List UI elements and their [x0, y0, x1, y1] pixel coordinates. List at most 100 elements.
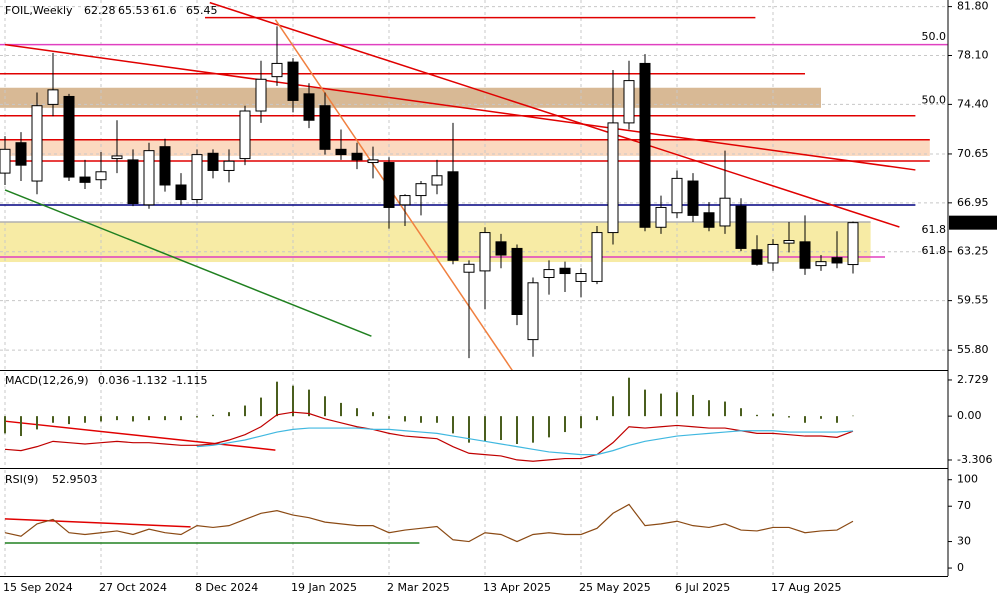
trendline: [4, 518, 191, 528]
fib-label: 50.0: [922, 30, 947, 43]
candle-body: [719, 197, 731, 227]
y-tick-label: 59.55: [957, 294, 989, 307]
candle-body: [623, 80, 635, 124]
candle-body: [383, 162, 395, 208]
candle-body: [847, 222, 859, 266]
candle-body: [463, 263, 475, 273]
y-tick-label: 55.80: [957, 343, 989, 356]
x-tick-label: 15 Sep 2024: [3, 581, 73, 594]
candle-body: [31, 105, 43, 182]
x-tick-label: 2 Mar 2025: [387, 581, 450, 594]
y-tick-label: 74.40: [957, 97, 989, 110]
y-tick-label: 0.00: [957, 409, 982, 422]
candle-body: [479, 232, 491, 272]
open-readout: 62.28: [84, 4, 116, 17]
candle-body: [191, 154, 203, 201]
candle-body: [223, 160, 235, 171]
header: FOIL,Weekly 62.28 65.53 61.6 65.45: [5, 4, 218, 17]
candle-body: [287, 61, 299, 101]
candle-body: [751, 249, 763, 265]
candle-body: [527, 282, 539, 341]
candle-body: [15, 142, 27, 166]
candle-body: [111, 155, 123, 160]
candle-body: [575, 273, 587, 282]
candle-body: [495, 241, 507, 256]
macd-readout: -1.132: [132, 374, 167, 387]
candle-body: [543, 269, 555, 279]
fib-label: 50.0: [922, 93, 947, 106]
macd-readout: -1.115: [172, 374, 207, 387]
x-tick-label: 17 Aug 2025: [771, 581, 841, 594]
candle-body: [783, 240, 795, 244]
y-tick-label: 78.10: [957, 49, 989, 62]
candle-body: [559, 267, 571, 275]
candle-body: [127, 159, 139, 204]
candle-body: [399, 195, 411, 206]
candle-body: [511, 247, 523, 315]
candle-body: [335, 148, 347, 156]
candle-body: [239, 110, 251, 160]
candle-body: [687, 180, 699, 216]
indicator-line: [196, 427, 854, 456]
indicator-line: [4, 503, 854, 543]
trendline: [209, 1, 900, 228]
close-readout: 65.45: [186, 4, 218, 17]
candle-body: [0, 148, 11, 174]
x-tick-label: 6 Jul 2025: [675, 581, 730, 594]
y-tick-label: 81.80: [957, 0, 989, 13]
candle-body: [63, 95, 75, 178]
candle-body: [319, 105, 331, 150]
macd-title: MACD(12,26,9): [5, 374, 89, 387]
macd-header: MACD(12,26,9) 0.036 -1.132 -1.115: [5, 374, 207, 387]
candle-body: [431, 175, 443, 186]
candle-body: [607, 122, 619, 234]
x-tick-label: 27 Oct 2024: [99, 581, 167, 594]
candle-body: [351, 152, 363, 161]
y-tick-label: 100: [957, 473, 978, 486]
indicator-line: [4, 411, 854, 462]
x-tick-label: 25 May 2025: [579, 581, 651, 594]
price-box: [949, 215, 997, 230]
x-tick-label: 13 Apr 2025: [483, 581, 551, 594]
candle-body: [255, 78, 267, 112]
candle-body: [447, 171, 459, 261]
candle-body: [271, 62, 283, 78]
y-tick-label: 63.25: [957, 245, 989, 258]
y-tick-label: 30: [957, 535, 971, 548]
symbol-title: FOIL,Weekly: [5, 4, 73, 17]
high-readout: 65.53: [118, 4, 150, 17]
x-tick-label: 19 Jan 2025: [291, 581, 357, 594]
candle-body: [367, 159, 379, 164]
macd-readout: 0.036: [98, 374, 130, 387]
candle-body: [175, 184, 187, 201]
candle-body: [303, 93, 315, 121]
trendline: [4, 43, 916, 171]
candle-body: [639, 62, 651, 228]
candle-body: [831, 257, 843, 264]
candle-body: [47, 89, 59, 105]
x-tick-label: 8 Dec 2024: [195, 581, 258, 594]
rsi-readout: 52.9503: [52, 473, 98, 486]
trendline: [4, 189, 372, 337]
rsi-title: RSI(9): [5, 473, 38, 486]
y-tick-label: 70: [957, 499, 971, 512]
fib-label: 61.8: [922, 244, 947, 257]
y-tick-label: 0: [957, 561, 964, 574]
candle-body: [767, 243, 779, 264]
candle-body: [143, 150, 155, 206]
rsi-header: RSI(9) 52.9503: [5, 473, 98, 486]
candle-body: [79, 176, 91, 183]
y-tick-label: -3.306: [957, 453, 992, 466]
candle-body: [671, 177, 683, 214]
candle-body: [415, 183, 427, 197]
candle-body: [591, 232, 603, 282]
trendline: [4, 420, 276, 451]
price-zone: [0, 87, 821, 108]
fib-label: 61.8: [922, 223, 947, 236]
low-readout: 61.6: [152, 4, 177, 17]
y-tick-label: 70.65: [957, 147, 989, 160]
candle-body: [207, 152, 219, 171]
y-tick-label: 66.95: [957, 196, 989, 209]
